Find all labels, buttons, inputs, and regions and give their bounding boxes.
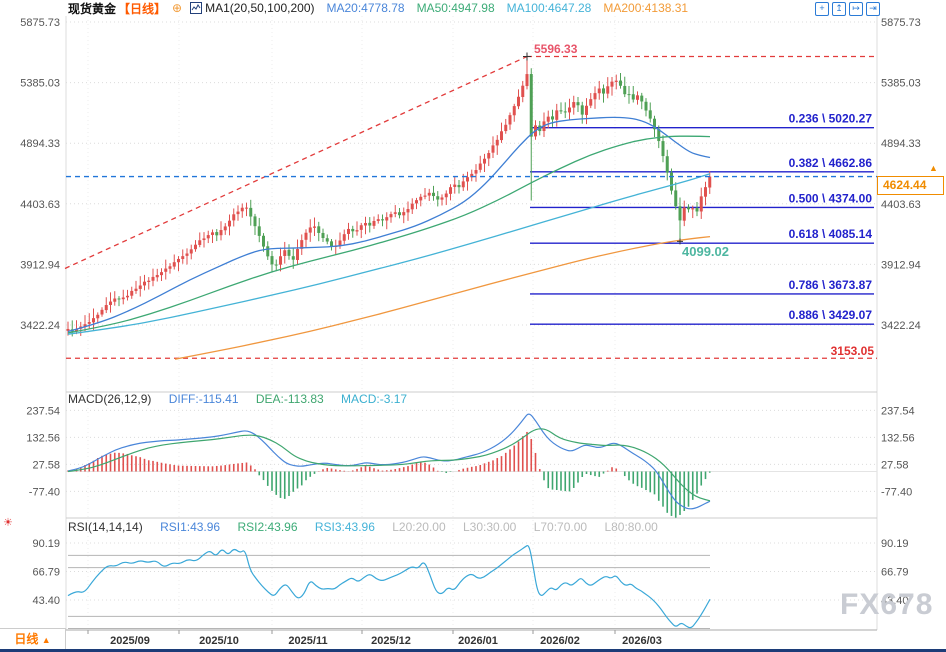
fib-level-label: 0.236 \ 5020.27 xyxy=(789,112,873,126)
rsi-tick-label: 66.79 xyxy=(32,567,60,579)
chart-type-icon[interactable] xyxy=(190,2,203,14)
price-tick-label: 4403.63 xyxy=(20,199,60,211)
rsi-l20-label: L20:20.00 xyxy=(392,520,446,534)
fib-retracement: 0.236 \ 5020.27 0.382 \ 4662.86 0.500 \ 43… xyxy=(530,112,874,325)
macd-tick-label: 27.58 xyxy=(32,459,60,471)
ma200-value: MA200:4138.31 xyxy=(603,1,689,15)
date-tick-label: 2025/09 xyxy=(110,635,150,647)
rsi-tick-label: 66.79 xyxy=(881,567,909,579)
macd-tick-label: -77.40 xyxy=(29,486,60,498)
timeframe-selector[interactable]: 日线 ▲ xyxy=(0,628,66,650)
macd-tick-label: 27.58 xyxy=(881,459,909,471)
macd-dea-value: DEA:-113.83 xyxy=(255,392,324,406)
macd-panel xyxy=(66,413,877,518)
ma-settings-label[interactable]: MA1(20,50,100,200) xyxy=(205,1,315,15)
rsi-panel xyxy=(67,544,711,630)
fib-level-label: 0.618 \ 4085.14 xyxy=(789,227,873,241)
date-tick-label: 2025/12 xyxy=(371,635,411,647)
price-tick-label: 3912.94 xyxy=(20,259,60,271)
price-tick-label: 4894.33 xyxy=(20,138,60,150)
date-tick-label: 2026/02 xyxy=(540,635,580,647)
fib-level-label: 0.382 \ 4662.86 xyxy=(789,156,873,170)
watermark: FX678 xyxy=(840,588,934,621)
ma100-line xyxy=(67,173,711,335)
macd-header: MACD(26,12,9) DIFF:-115.41 DEA:-113.83 M… xyxy=(68,392,421,406)
chart-header: 现货黄金 【日线】 ⊕ MA1(20,50,100,200) MA20:4778… xyxy=(0,0,946,16)
macd-diff-value: DIFF:-115.41 xyxy=(168,392,239,406)
ma100-value: MA100:4647.28 xyxy=(506,1,592,15)
floor-price-label: 3153.05 xyxy=(830,344,874,358)
rsi-tick-label: 43.40 xyxy=(32,595,60,607)
peak-price-label: 5596.33 xyxy=(534,42,578,56)
macd-tick-label: 237.54 xyxy=(26,405,60,417)
date-tick-label: 2025/11 xyxy=(288,635,327,647)
add-indicator-icon[interactable]: ⊕ xyxy=(172,1,183,15)
ma20-line xyxy=(67,116,711,333)
axis-scale-up-icon[interactable]: ↥ xyxy=(832,2,846,16)
rsi1-value: RSI1:43.96 xyxy=(160,520,221,534)
macd-dea-line xyxy=(67,428,711,502)
date-tick-label: 2025/10 xyxy=(199,635,239,647)
rsi-l80-label: L80:80.00 xyxy=(604,520,658,534)
macd-value: MACD:-3.17 xyxy=(341,392,408,406)
rsi3-value: RSI3:43.96 xyxy=(314,520,375,534)
macd-tick-label: -77.40 xyxy=(881,486,912,498)
swing-low-label: 4099.02 xyxy=(682,244,729,259)
axis-scale-right-icon[interactable]: ↦ xyxy=(849,2,863,16)
pan-icon[interactable]: + xyxy=(815,2,829,16)
ma200-line xyxy=(174,235,711,360)
timeframe-selector-label: 日线 xyxy=(14,632,39,646)
ma50-value: MA50:4947.98 xyxy=(416,1,495,15)
price-tick-label: 5875.73 xyxy=(20,17,60,29)
price-tick-label: 5385.03 xyxy=(20,78,60,90)
indicator-settings-icon[interactable]: ☀ xyxy=(3,517,13,529)
current-price-badge: 4624.44 xyxy=(877,176,944,195)
rsi-tick-label: 43.40 xyxy=(881,595,909,607)
ma20-value: MA20:4778.78 xyxy=(326,1,405,15)
macd-diff-line xyxy=(67,413,711,510)
price-up-arrow-icon: ▲ xyxy=(929,163,938,173)
chart-toolbar: + ↥ ↦ ⇥ xyxy=(812,2,880,16)
timeframe-label[interactable]: 【日线】 xyxy=(118,1,167,16)
ma50-line xyxy=(67,135,711,334)
bottom-border-bar xyxy=(0,649,946,652)
fib-level-label: 0.500 \ 4374.00 xyxy=(789,191,873,205)
fib-level-label: 0.786 \ 3673.87 xyxy=(789,278,873,292)
fib-anchor-markers xyxy=(523,52,683,245)
rsi-tick-label: 90.19 xyxy=(32,538,60,550)
moving-averages xyxy=(67,116,711,360)
gridlines xyxy=(65,16,878,634)
date-tick-label: 2026/01 xyxy=(458,635,498,647)
macd-tick-label: 132.56 xyxy=(26,432,60,444)
price-tick-label: 5385.03 xyxy=(881,78,921,90)
symbol-title: 现货黄金 xyxy=(68,1,117,16)
price-tick-label: 4894.33 xyxy=(881,138,921,150)
macd-tick-label: 237.54 xyxy=(881,405,915,417)
date-tick-label: 2026/03 xyxy=(622,635,662,647)
rsi-tick-label: 90.19 xyxy=(881,538,909,550)
price-tick-label: 3912.94 xyxy=(881,259,921,271)
price-tick-label: 3422.24 xyxy=(881,320,921,332)
rsi-l70-label: L70:70.00 xyxy=(533,520,588,534)
caret-up-icon: ▲ xyxy=(41,635,51,645)
macd-tick-label: 132.56 xyxy=(881,432,915,444)
rsi2-value: RSI2:43.96 xyxy=(237,520,298,534)
exit-fullscreen-icon[interactable]: ⇥ xyxy=(866,2,880,16)
price-tick-label: 3422.24 xyxy=(20,320,60,332)
rsi-l30-label: L30:30.00 xyxy=(462,520,517,534)
macd-params-label[interactable]: MACD(26,12,9) xyxy=(68,392,152,406)
rsi-header: RSI(14,14,14) RSI1:43.96 RSI2:43.96 RSI3… xyxy=(68,520,672,534)
rsi-line xyxy=(67,544,711,629)
trend-lines xyxy=(64,55,877,359)
candlesticks xyxy=(66,56,712,337)
rsi-params-label[interactable]: RSI(14,14,14) xyxy=(68,520,143,534)
price-tick-label: 4403.63 xyxy=(881,199,921,211)
fib-level-label: 0.886 \ 3429.07 xyxy=(789,308,873,322)
price-tick-label: 5875.73 xyxy=(881,17,921,29)
axis-labels: 5875.73 5875.73 5385.03 5385.03 4894.33 4894.… xyxy=(20,17,921,647)
